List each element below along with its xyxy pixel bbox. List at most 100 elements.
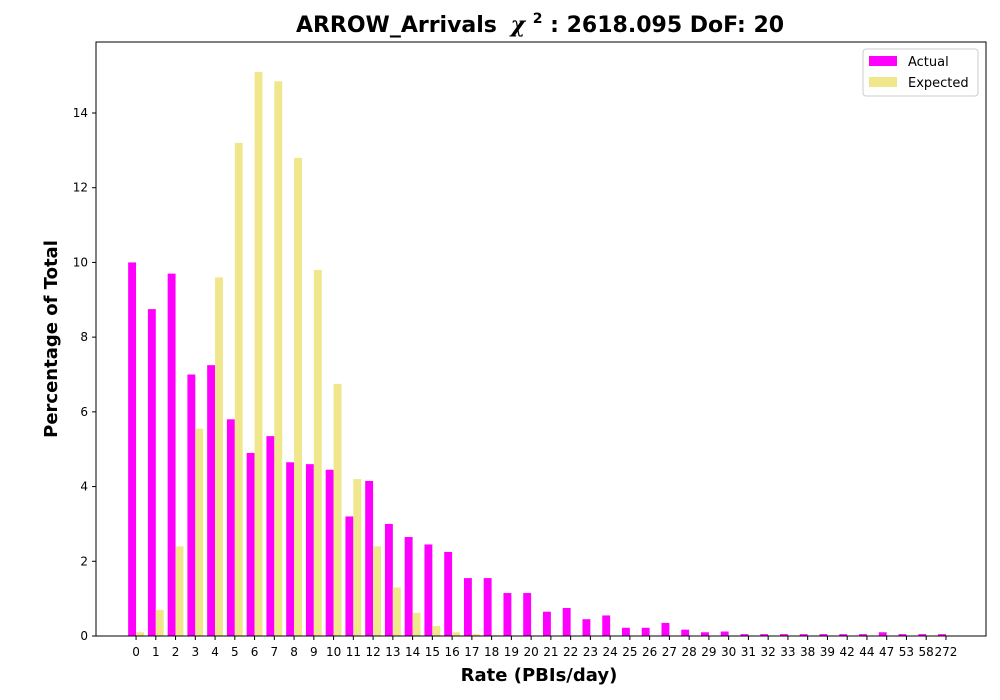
bar-expected-11 [353, 479, 362, 636]
bar-expected-2 [175, 546, 184, 636]
bar-actual-4 [207, 365, 216, 636]
bar-expected-14 [412, 612, 421, 636]
bar-actual-42 [839, 634, 848, 636]
y-tick-label: 2 [80, 554, 88, 568]
bar-actual-21 [542, 611, 551, 636]
bar-actual-39 [819, 634, 828, 636]
bar-actual-2 [167, 273, 176, 636]
x-tick-label: 16 [444, 645, 459, 659]
bar-actual-8 [286, 462, 295, 636]
plot-area-frame [95, 41, 987, 637]
x-tick-label: 25 [622, 645, 637, 659]
x-tick-label: 26 [642, 645, 657, 659]
x-tick-label: 18 [484, 645, 499, 659]
x-tick-label: 3 [191, 645, 199, 659]
y-tick-label: 6 [80, 405, 88, 419]
x-tick-label: 31 [741, 645, 756, 659]
y-tick-label: 14 [73, 106, 88, 120]
bar-actual-6 [246, 452, 255, 636]
bar-actual-5 [226, 419, 235, 636]
x-tick-label: 17 [464, 645, 479, 659]
x-tick-label: 38 [800, 645, 815, 659]
x-axis-ticks: 0 1 2 3 4 5 6 7 8 9 10 11 12 13 14 15 16 17 18 19 20 21 22 23 24… [132, 636, 957, 659]
x-tick-label: 272 [934, 645, 957, 659]
legend-label-actual: Actual [908, 55, 949, 70]
bar-actual-27 [661, 622, 670, 636]
x-tick-label: 58 [919, 645, 934, 659]
x-tick-label: 5 [231, 645, 239, 659]
x-tick-label: 32 [761, 645, 776, 659]
x-tick-label: 27 [662, 645, 677, 659]
bar-expected-16 [452, 632, 461, 636]
legend-label-expected: Expected [908, 76, 969, 91]
x-tick-label: 4 [211, 645, 219, 659]
bar-actual-18 [483, 578, 492, 636]
bar-actual-26 [641, 627, 650, 636]
x-tick-label: 11 [346, 645, 361, 659]
bar-actual-14 [404, 537, 413, 636]
bar-expected-4 [215, 277, 223, 636]
bar-actual-1 [147, 309, 156, 636]
x-tick-label: 14 [405, 645, 420, 659]
bar-actual-272 [938, 634, 946, 636]
x-tick-label: 28 [682, 645, 697, 659]
y-tick-label: 0 [80, 629, 88, 643]
x-tick-label: 53 [899, 645, 914, 659]
x-tick-label: 8 [290, 645, 298, 659]
x-tick-label: 23 [583, 645, 598, 659]
bar-actual-47 [878, 632, 887, 636]
bar-actual-29 [701, 632, 709, 636]
bar-actual-38 [799, 634, 808, 636]
x-tick-label: 6 [251, 645, 259, 659]
bars-group [128, 71, 946, 637]
bar-actual-0 [128, 262, 137, 636]
x-axis-title: Rate (PBIs/day) [461, 665, 618, 686]
legend: Actual Expected [862, 48, 979, 97]
bar-expected-1 [155, 609, 164, 636]
bar-actual-17 [463, 578, 472, 636]
bar-actual-31 [740, 634, 749, 636]
legend-swatch-actual [869, 56, 897, 66]
x-tick-label: 9 [310, 645, 318, 659]
bar-actual-25 [621, 627, 630, 636]
bar-actual-32 [760, 634, 769, 636]
bar-expected-5 [234, 142, 243, 636]
y-tick-label: 10 [73, 255, 88, 269]
x-tick-label: 44 [859, 645, 874, 659]
x-tick-label: 24 [602, 645, 617, 659]
bar-actual-9 [305, 464, 314, 636]
x-tick-label: 2 [172, 645, 180, 659]
y-axis-title: Percentage of Total [41, 240, 62, 438]
bar-expected-3 [195, 428, 204, 636]
bar-actual-3 [187, 374, 196, 636]
x-tick-label: 7 [271, 645, 279, 659]
bar-expected-9 [313, 269, 322, 636]
bar-expected-10 [333, 383, 342, 636]
y-axis-ticks: 0 2 4 6 8 10 12 14 [73, 106, 96, 643]
x-tick-label: 33 [780, 645, 795, 659]
bar-actual-28 [681, 629, 690, 636]
bar-actual-19 [503, 593, 512, 636]
x-tick-label: 39 [820, 645, 835, 659]
bar-expected-13 [392, 587, 401, 636]
bar-actual-10 [325, 469, 334, 636]
x-tick-label: 29 [701, 645, 716, 659]
chart-title: ARROW_Arrivals χ 2 : 2618.095 DoF: 20 [296, 4, 784, 38]
bar-actual-23 [582, 619, 591, 636]
x-tick-label: 30 [721, 645, 736, 659]
bar-actual-13 [384, 523, 393, 636]
bar-expected-0 [136, 632, 144, 636]
bar-actual-12 [365, 480, 374, 636]
y-tick-label: 12 [73, 181, 88, 195]
bar-expected-15 [432, 625, 441, 636]
bar-actual-20 [523, 593, 532, 636]
bar-actual-24 [602, 615, 611, 636]
x-tick-label: 1 [152, 645, 160, 659]
x-tick-label: 42 [840, 645, 855, 659]
bar-expected-17 [471, 634, 480, 636]
bar-expected-8 [294, 157, 302, 636]
x-tick-label: 19 [504, 645, 519, 659]
x-tick-label: 20 [523, 645, 538, 659]
x-tick-label: 22 [563, 645, 578, 659]
